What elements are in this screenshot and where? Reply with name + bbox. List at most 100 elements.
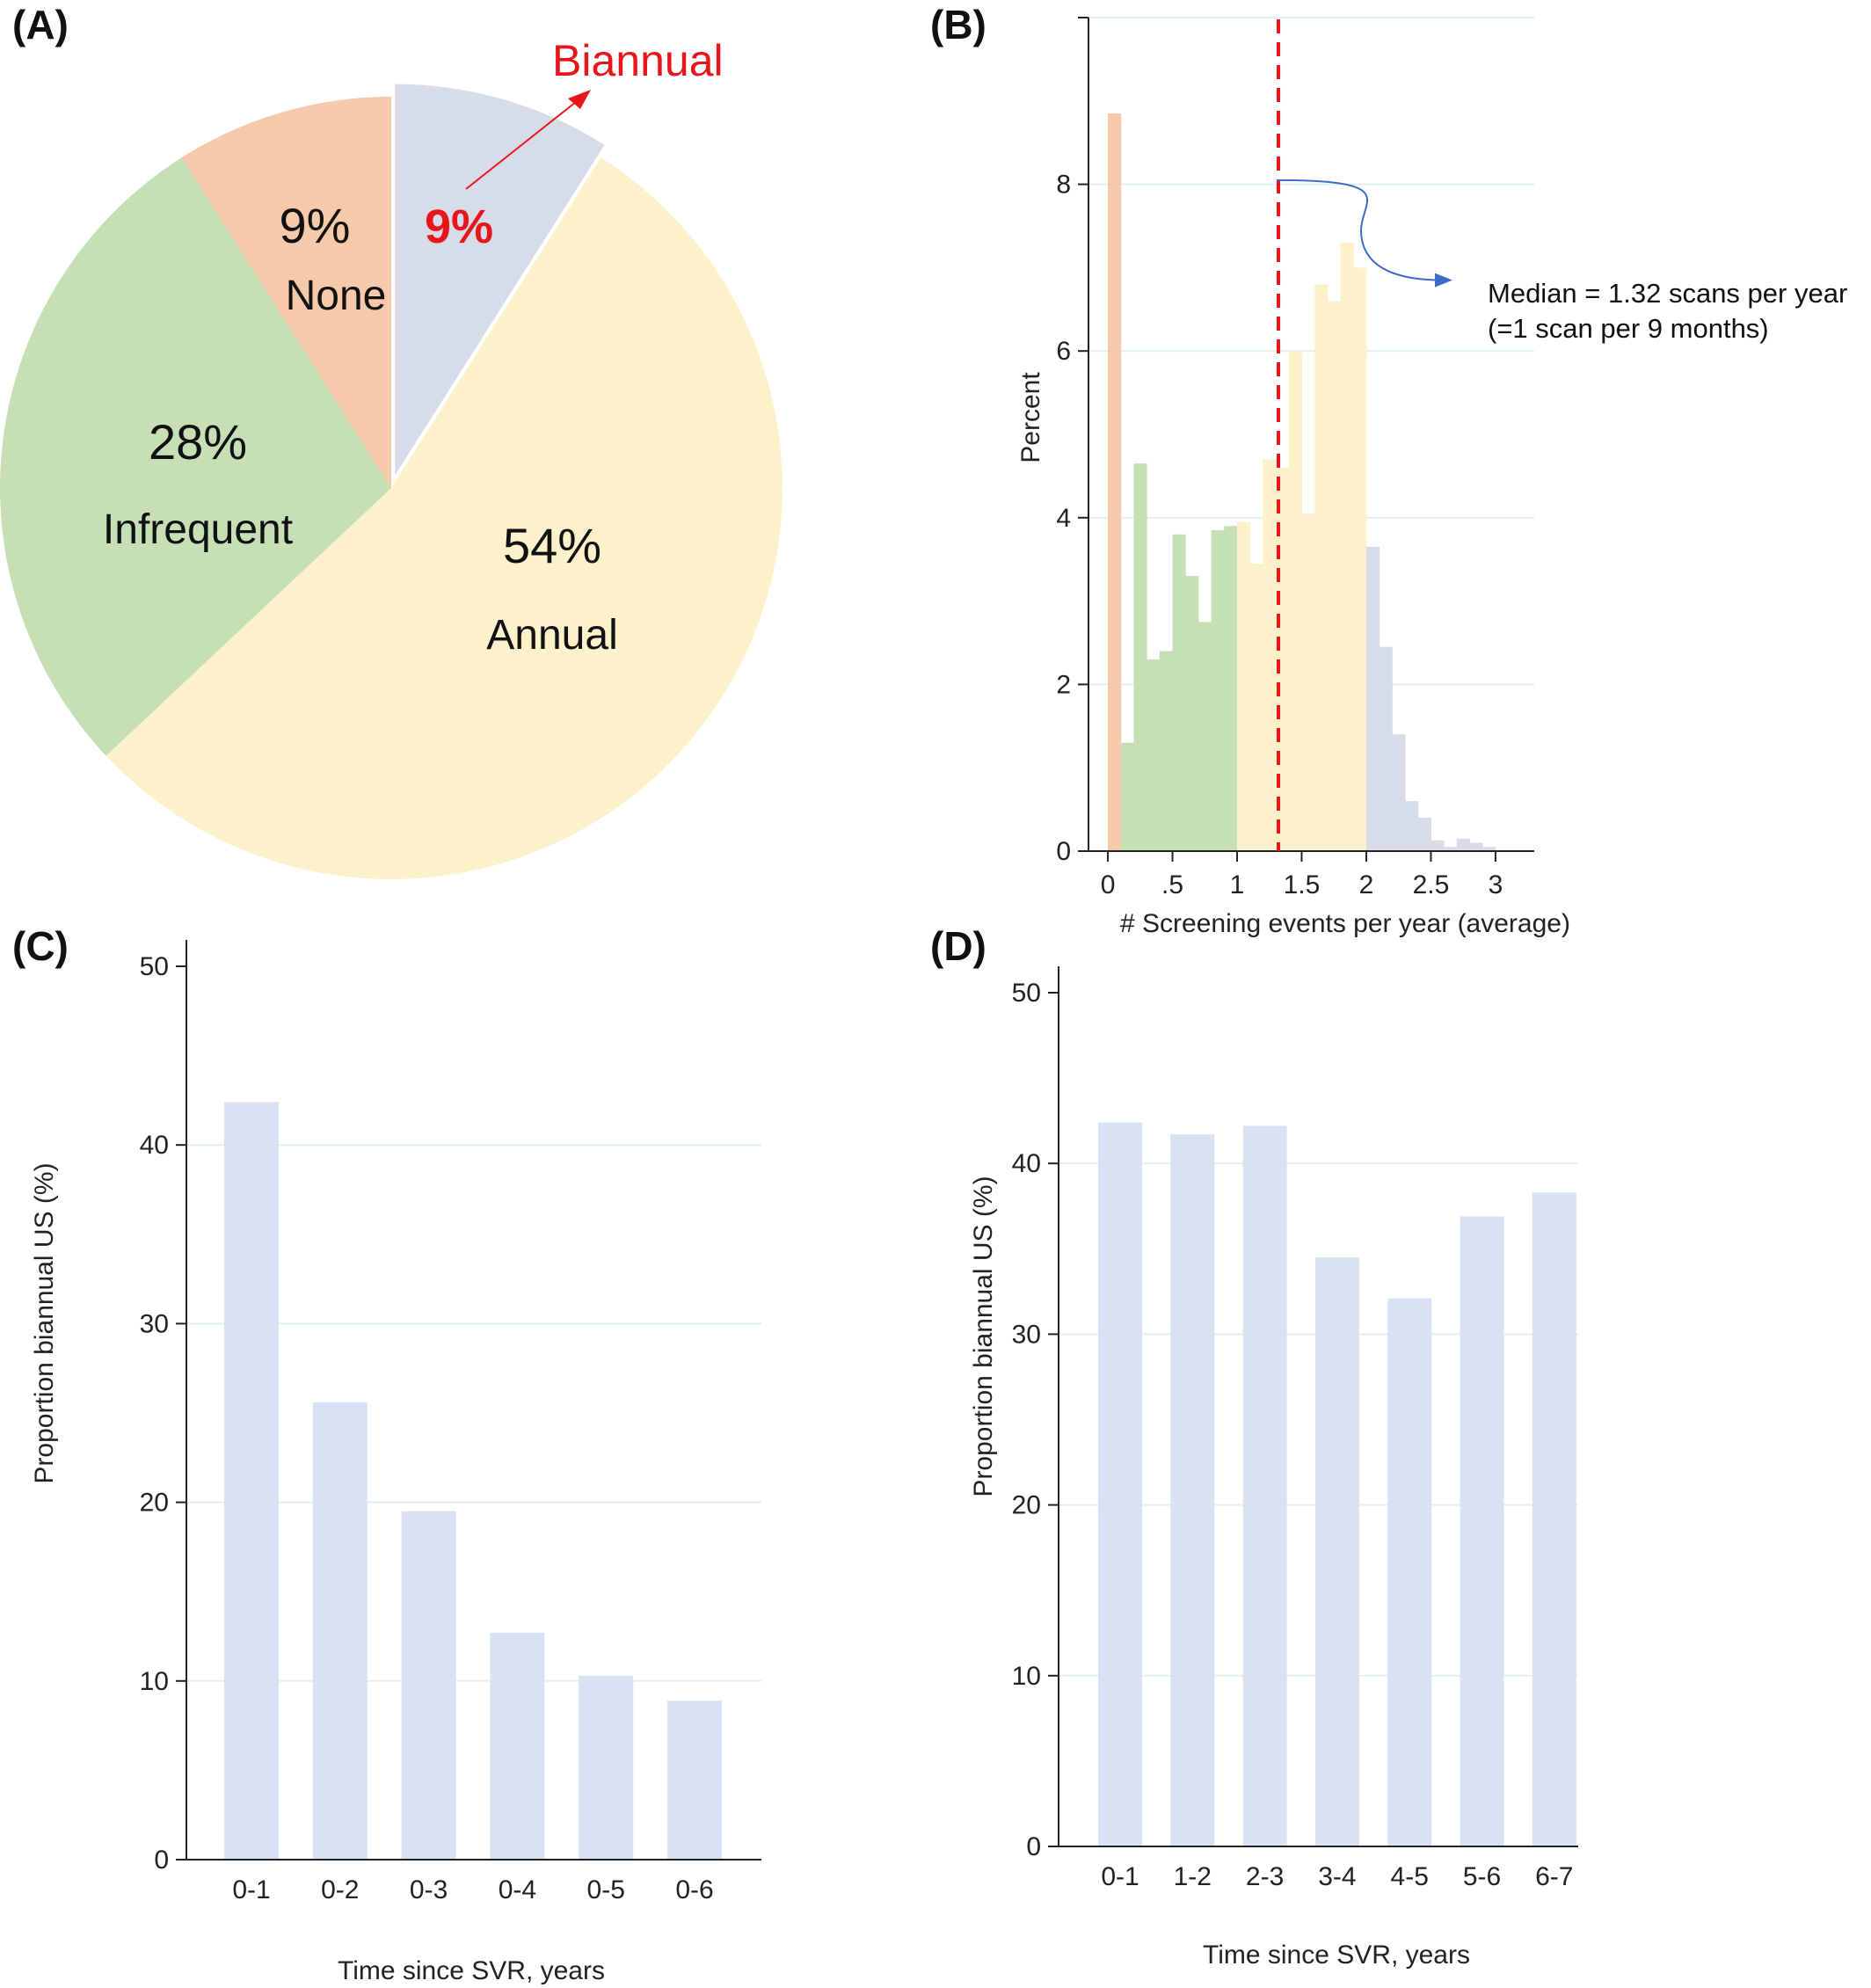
- histogram-bar: [1185, 576, 1199, 851]
- panel-b-y-tick-label: 4: [1056, 504, 1071, 533]
- panel-c-x-tick-label: 0-2: [321, 1875, 359, 1904]
- panel-d-x-tick-label: 1-2: [1174, 1862, 1212, 1891]
- pie-slice-none: [181, 96, 391, 488]
- panel-b-x-tick-label: 3: [1489, 870, 1503, 899]
- histogram-bar: [1172, 534, 1186, 851]
- histogram-bar: [1431, 840, 1445, 851]
- panel-c-letter: (C): [12, 923, 69, 969]
- panel-d-x-tick-label: 5-6: [1463, 1862, 1501, 1891]
- histogram-bar: [1108, 113, 1122, 851]
- histogram-bar: [1120, 742, 1134, 851]
- panel-d-bar: [1098, 1122, 1142, 1846]
- panel-d-bar: [1460, 1216, 1504, 1846]
- panel-c-x-tick-label: 0-6: [675, 1875, 713, 1904]
- histogram-bar: [1211, 530, 1225, 851]
- panel-d-bar: [1170, 1134, 1215, 1846]
- panel-c-y-axis-title: Proportion biannual US (%): [30, 1162, 59, 1483]
- panel-d-bar: [1314, 1257, 1359, 1846]
- panel-c-y-tick-label: 0: [154, 1846, 169, 1875]
- panel-c-x-tick-label: 0-3: [410, 1875, 448, 1904]
- panel-d-bar: [1387, 1298, 1432, 1846]
- panel-d-bar: [1532, 1192, 1576, 1846]
- histogram-bar: [1444, 847, 1458, 851]
- histogram-bar: [1224, 526, 1238, 851]
- panel-b-x-tick-label: 1.5: [1284, 870, 1321, 899]
- median-annotation-arrowhead: [1435, 273, 1452, 288]
- panel-d-y-axis-title: Proportion biannual US (%): [969, 1176, 998, 1496]
- panel-b-y-tick-label: 6: [1056, 337, 1071, 366]
- histogram-bar: [1301, 513, 1315, 851]
- histogram-bar: [1314, 284, 1329, 851]
- panel-c-bar: [224, 1102, 279, 1860]
- histogram-bar: [1198, 622, 1212, 851]
- panel-c-x-tick-label: 0-5: [587, 1875, 625, 1904]
- panel-b-x-axis-title: # Screening events per year (average): [1120, 909, 1570, 938]
- panel-a-letter: (A): [12, 2, 69, 47]
- panel-c-y-tick-label: 30: [140, 1309, 169, 1338]
- pie-pct-none: 9%: [280, 198, 351, 253]
- panel-b-x-tick-label: 2.5: [1413, 870, 1450, 899]
- panel-d-x-axis-title: Time since SVR, years: [1203, 1941, 1470, 1970]
- panel-d-y-tick-label: 0: [1026, 1832, 1041, 1861]
- pie-slice-biannual: [395, 84, 605, 476]
- panel-d-y-tick-label: 10: [1012, 1662, 1041, 1691]
- panel-d-y-tick-label: 40: [1012, 1149, 1041, 1178]
- pie-label-annual: Annual: [486, 612, 617, 659]
- histogram-bar: [1340, 242, 1354, 852]
- panel-b-letter: (B): [930, 2, 986, 47]
- histogram-bar: [1365, 546, 1380, 851]
- panel-d-bar: [1242, 1125, 1287, 1846]
- median-annotation-arrow: [1277, 178, 1443, 281]
- histogram-bar: [1417, 818, 1431, 851]
- biannual-callout-arrowhead: [568, 90, 591, 109]
- histogram-bar: [1392, 734, 1406, 851]
- panel-b-x-tick-label: 2: [1359, 870, 1374, 899]
- panel-d-x-tick-label: 2-3: [1246, 1862, 1284, 1891]
- histogram-bar: [1327, 301, 1342, 851]
- panel-d-bar-chart: (D) 0-1 1-2 2-3 3-4 4-5 5-6 6-7 0 10 20 30 40 50 Tim…: [930, 923, 1578, 1970]
- panel-d-x-tick-label: 4-5: [1391, 1862, 1429, 1891]
- panel-c-y-tick-label: 20: [140, 1489, 169, 1518]
- panel-c-bar: [401, 1511, 456, 1860]
- panel-c-x-tick-label: 0-1: [232, 1875, 270, 1904]
- pie-slice-infrequent: [0, 157, 391, 756]
- panel-c-x-tick-label: 0-4: [499, 1875, 536, 1904]
- panel-c-y-tick-label: 40: [140, 1131, 169, 1160]
- histogram-bar: [1379, 646, 1393, 851]
- panel-b-y-tick-label: 0: [1056, 837, 1071, 866]
- histogram-bar: [1249, 563, 1263, 851]
- panel-b-y-tick-label: 2: [1056, 670, 1071, 699]
- panel-b-y-axis-title: Percent: [1016, 372, 1045, 463]
- panel-c-bar: [312, 1402, 368, 1860]
- panel-c-x-axis-title: Time since SVR, years: [338, 1956, 605, 1985]
- panel-c-y-tick-label: 10: [140, 1667, 169, 1696]
- panel-d-x-tick-label: 0-1: [1101, 1862, 1139, 1891]
- median-annotation-line2: (=1 scan per 9 months): [1488, 313, 1769, 344]
- pie-pct-biannual: 9%: [425, 200, 493, 253]
- median-annotation-line1: Median = 1.32 scans per year: [1488, 278, 1847, 309]
- pie-pct-annual: 54%: [503, 518, 601, 573]
- panel-b-x-tick-label: 0: [1101, 870, 1116, 899]
- histogram-bar: [1147, 659, 1161, 851]
- panel-d-y-tick-label: 20: [1012, 1491, 1041, 1520]
- panel-b-x-tick-label: 1: [1230, 870, 1245, 899]
- panel-b-x-tick-label: .5: [1161, 870, 1183, 899]
- panel-d-letter: (D): [930, 923, 986, 969]
- histogram-bar: [1469, 842, 1483, 851]
- histogram-bar: [1482, 847, 1496, 851]
- histogram-bar: [1456, 838, 1471, 851]
- pie-slice-annual: [106, 157, 783, 880]
- panel-d-x-tick-label: 3-4: [1318, 1862, 1356, 1891]
- histogram-bar: [1288, 351, 1302, 851]
- panel-c-bar: [490, 1632, 545, 1860]
- biannual-callout-line: [465, 98, 581, 190]
- panel-c-bar: [579, 1675, 634, 1860]
- pie-label-biannual: Biannual: [552, 36, 724, 85]
- panel-c-y-tick-label: 50: [140, 952, 169, 981]
- panel-c-bar: [667, 1700, 722, 1860]
- panel-d-y-tick-label: 30: [1012, 1320, 1041, 1349]
- histogram-bar: [1237, 521, 1251, 851]
- panel-b-histogram: (B) 0 2 4 6 8 0 .5 1 1.5 2 2.5 3 # Screening events…: [930, 2, 1847, 938]
- histogram-bar: [1405, 801, 1419, 851]
- panel-d-x-tick-label: 6-7: [1535, 1862, 1573, 1891]
